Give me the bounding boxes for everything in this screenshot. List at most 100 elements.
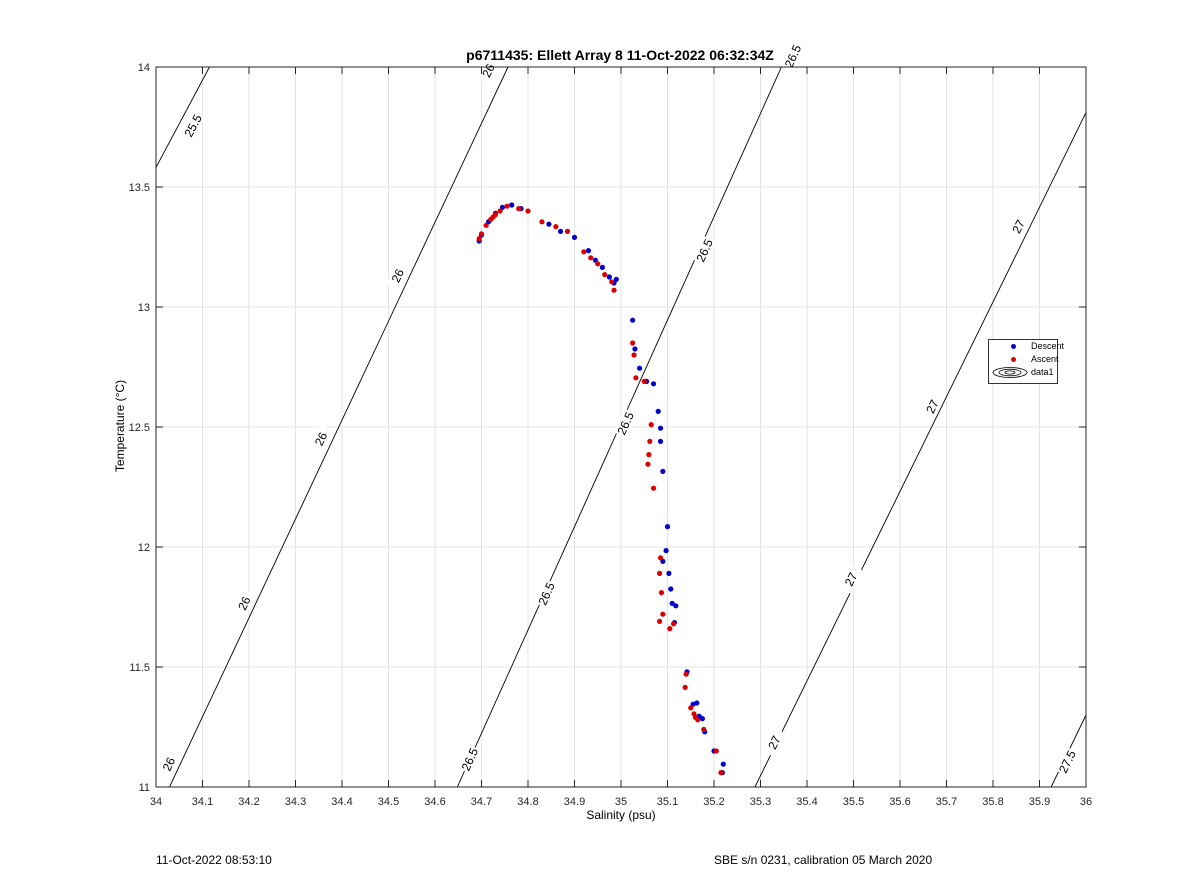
descent-point [632,346,638,352]
footer-timestamp: 11-Oct-2022 08:53:10 [156,853,272,867]
descent-point [660,468,666,474]
descent-point [657,438,664,444]
y-tick-label: 12 [138,542,150,554]
descent-point [668,586,674,592]
x-tick-label: 34.8 [517,796,538,808]
contour-label: 26 [389,266,407,284]
descent-point [694,700,700,706]
contour-line-26 [169,66,509,788]
x-tick-label: 36 [1080,796,1092,808]
ascent-point [602,272,608,278]
legend-label-data1: data1 [1031,367,1054,377]
ascent-point [648,422,654,428]
x-tick-label: 34 [150,796,162,808]
descent-point [664,524,671,530]
descent-point [585,248,592,254]
x-tick-label: 34.4 [331,796,352,808]
contour-label: 27 [765,733,784,751]
descent-point [599,264,606,270]
ascent-point [497,208,503,214]
contour-label-bg [762,727,787,758]
legend-item-descent: Descent [989,340,1064,353]
y-axis-label: Temperature (°C) [113,379,127,473]
ascent-point [478,231,485,237]
contour-label-bg [180,111,206,141]
descent-point [509,202,515,208]
legend-label-descent: Descent [1031,341,1065,351]
x-tick-label: 35.2 [703,796,724,808]
ascent-point [688,705,694,711]
ascent-point [670,621,677,627]
contour-label-bg [157,749,181,779]
x-tick-label: 35.8 [982,796,1003,808]
ascent-marker-icon [1011,357,1016,362]
ascent-point [476,236,482,242]
legend-item-ascent: Ascent [989,353,1059,366]
descent-point [666,570,672,577]
descent-point [546,221,552,227]
descent-point [720,761,726,767]
ascent-point [657,555,664,561]
ascent-point [645,461,651,467]
ascent-point [553,224,559,230]
y-tick-label: 11 [139,782,150,794]
ascent-point [650,485,657,491]
descent-point [673,603,679,609]
contour-label-bg [781,41,805,71]
x-tick-label: 34.1 [192,796,213,808]
ascent-point [713,748,719,754]
contour-label-bg [1006,211,1031,242]
ascent-point [525,208,531,214]
contour-label-bg [458,744,482,775]
x-tick-label: 35.9 [1029,796,1050,808]
x-tick-label: 34.7 [471,796,492,808]
x-tick-label: 35.4 [796,796,817,808]
x-tick-label: 34.5 [378,796,399,808]
contour-label: 27 [923,397,942,415]
descent-point [650,381,657,387]
contour-label-bg [839,564,864,595]
x-tick-label: 34.9 [564,796,585,808]
contour-label: 26 [312,430,330,448]
x-axis-label: Salinity (psu) [586,808,656,822]
contour-label: 26 [479,61,497,79]
descent-point [630,317,636,323]
ascent-point [492,212,499,218]
x-tick-label: 34.2 [238,796,259,808]
axis-ticks: 34 34.1 34.2 34.3 34.4 34.5 34.6 34.7 34.8 34.9 35… [129,62,1093,808]
ascent-point [609,279,615,285]
ascent-point [718,770,724,776]
ascent-point [631,352,637,358]
ascent-point [701,726,707,733]
contour-label: 27 [1009,217,1028,235]
ascent-point [682,684,688,691]
contour-label-bg [534,579,559,609]
contour-label: 26 [160,755,178,773]
ascent-point [564,228,571,234]
x-tick-label: 34.6 [424,796,445,808]
contour-label-bg [920,391,945,422]
ascent-point [611,287,617,293]
legend-label-ascent: Ascent [1031,354,1059,364]
descent-point [613,276,619,282]
contour-label-bg [232,588,257,619]
ascent-point [695,717,701,723]
x-tick-label: 34.3 [285,796,306,808]
ascent-point [504,203,510,209]
descent-point [637,365,643,371]
descent-point [557,228,564,234]
ascent-point [656,570,663,577]
ascent-point [656,618,663,625]
ascent-point [641,378,647,384]
descent-marker-icon [1011,344,1016,349]
ascent-point [483,222,489,228]
contour-label-bg [385,261,410,291]
contour-label-bg [1055,747,1080,777]
contour-line-27 [754,112,1087,788]
ascent-point [633,375,639,381]
x-tick-label: 35 [615,796,627,808]
x-tick-label: 35.7 [936,796,957,808]
y-tick-label: 11.5 [129,662,150,674]
contour-label-bg [692,235,717,266]
